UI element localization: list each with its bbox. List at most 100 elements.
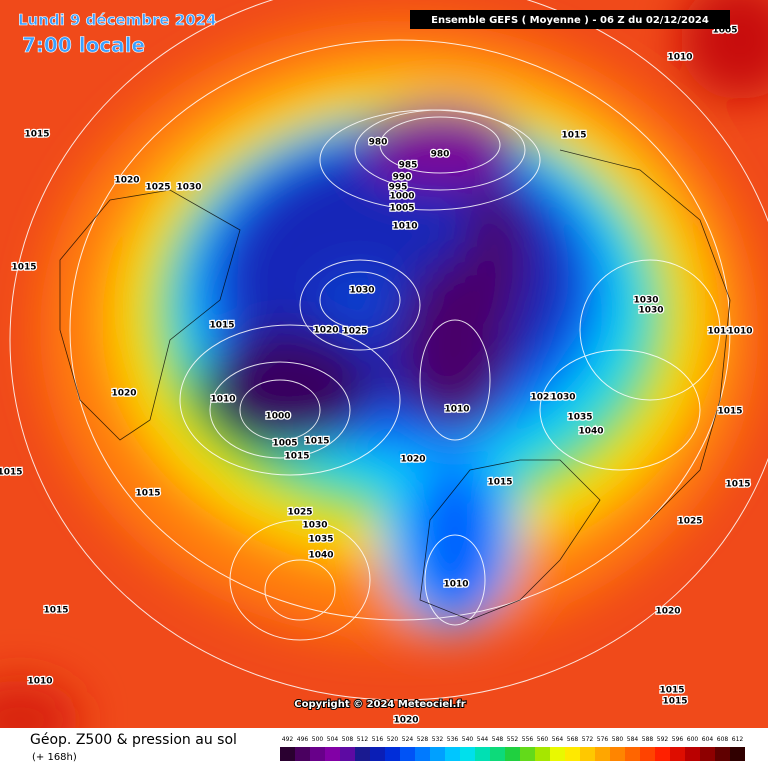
isobar-label: 1025	[342, 327, 367, 337]
scale-swatch	[340, 747, 355, 761]
scale-label: 504	[327, 736, 339, 743]
scale-label: 580	[612, 736, 624, 743]
isobar-label: 1020	[393, 716, 418, 726]
isobar-label: 1010	[727, 327, 752, 337]
scale-swatch	[325, 747, 340, 761]
scale-label: 576	[597, 736, 609, 743]
isobar-label: 980	[369, 138, 388, 148]
scale-swatch	[400, 747, 415, 761]
isobar-label: 1025	[530, 393, 555, 403]
scale-label: 600	[687, 736, 699, 743]
isobar-label: 1015	[725, 480, 750, 490]
copyright: Copyright © 2024 Meteociel.fr	[294, 699, 465, 710]
isobar-label: 1010	[392, 222, 417, 232]
scale-swatch	[670, 747, 685, 761]
isobar-label: 1030	[550, 393, 575, 403]
isobar-label: 1015	[487, 478, 512, 488]
isobar-label: 1010	[707, 327, 732, 337]
isobar-label: 1015	[284, 452, 309, 462]
scale-swatch	[475, 747, 490, 761]
scale-label: 536	[447, 736, 459, 743]
scale-label: 596	[672, 736, 684, 743]
scale-label: 556	[522, 736, 534, 743]
scale-label: 492	[282, 736, 294, 743]
isobar-label: 1000	[265, 412, 290, 422]
isobar-label: 1020	[114, 176, 139, 186]
scale-swatch	[445, 747, 460, 761]
scale-label: 560	[537, 736, 549, 743]
scale-label: 612	[732, 736, 744, 743]
scale-label: 540	[462, 736, 474, 743]
color-scale: 492 496 500 504 508 512 516 520 524 528 532 536 540 5…	[280, 736, 745, 761]
valid-date: Lundi 9 décembre 2024	[18, 11, 217, 29]
scale-swatch	[385, 747, 400, 761]
isobar-label: 1030	[302, 521, 327, 531]
isobar-label: 1025	[145, 183, 170, 193]
scale-label: 532	[432, 736, 444, 743]
isobar-label: 1040	[308, 551, 333, 561]
isobar-label: 1025	[677, 517, 702, 527]
scale-swatch	[640, 747, 655, 761]
lead-time: (+ 168h)	[32, 752, 77, 763]
scale-label: 564	[552, 736, 564, 743]
isobar-label: 1020	[111, 389, 136, 399]
scale-swatch	[460, 747, 475, 761]
isobar-label: 1010	[27, 677, 52, 687]
valid-time: 7:00 locale	[22, 33, 145, 57]
isobar-label: 1020	[655, 607, 680, 617]
isobar-label: 1030	[633, 296, 658, 306]
isobar-label: 1010	[443, 580, 468, 590]
scale-swatch	[535, 747, 550, 761]
isobar-label: 1030	[638, 306, 663, 316]
scale-swatch	[610, 747, 625, 761]
scale-label: 552	[507, 736, 519, 743]
isobar-label: 1030	[349, 286, 374, 296]
scale-label: 508	[342, 736, 354, 743]
isobar-label: 980	[431, 150, 450, 160]
scale-label: 584	[627, 736, 639, 743]
isobar-label: 1015	[24, 130, 49, 140]
scale-swatch	[430, 747, 445, 761]
isobar-label: 985	[399, 161, 418, 171]
isobar-label: 1030	[176, 183, 201, 193]
isobar-label: 1020	[313, 326, 338, 336]
scale-label: 592	[657, 736, 669, 743]
scale-swatch	[730, 747, 745, 761]
isobar-label: 1015	[717, 407, 742, 417]
isobar-label: 1005	[272, 439, 297, 449]
isobar-label: 990	[393, 173, 412, 183]
scale-label: 548	[492, 736, 504, 743]
scale-label: 572	[582, 736, 594, 743]
scale-swatch	[280, 747, 295, 761]
isobar-label: 1040	[578, 427, 603, 437]
scale-label: 528	[417, 736, 429, 743]
product-title: Géop. Z500 & pression au sol	[30, 732, 237, 748]
isobar-label: 1000	[389, 192, 414, 202]
scale-swatch	[415, 747, 430, 761]
isobar-label: 1035	[308, 535, 333, 545]
isobar-label: 1015	[0, 468, 23, 478]
scale-label: 516	[372, 736, 384, 743]
scale-swatch	[370, 747, 385, 761]
scale-swatch	[490, 747, 505, 761]
scale-swatch	[295, 747, 310, 761]
scale-swatch	[565, 747, 580, 761]
isobar-label: 1015	[209, 321, 234, 331]
isobar-label: 1015	[561, 131, 586, 141]
scale-label: 520	[387, 736, 399, 743]
scale-label: 544	[477, 736, 489, 743]
isobar-label: 1015	[304, 437, 329, 447]
isobar-label: 1020	[400, 455, 425, 465]
scale-swatch	[355, 747, 370, 761]
scale-swatch	[625, 747, 640, 761]
scale-label: 512	[357, 736, 369, 743]
isobar-label: 1015	[43, 606, 68, 616]
isobar-label: 1010	[444, 405, 469, 415]
isobar-label: 1025	[287, 508, 312, 518]
scale-swatch	[715, 747, 730, 761]
scale-swatch	[550, 747, 565, 761]
isobar-label: 995	[389, 183, 408, 193]
